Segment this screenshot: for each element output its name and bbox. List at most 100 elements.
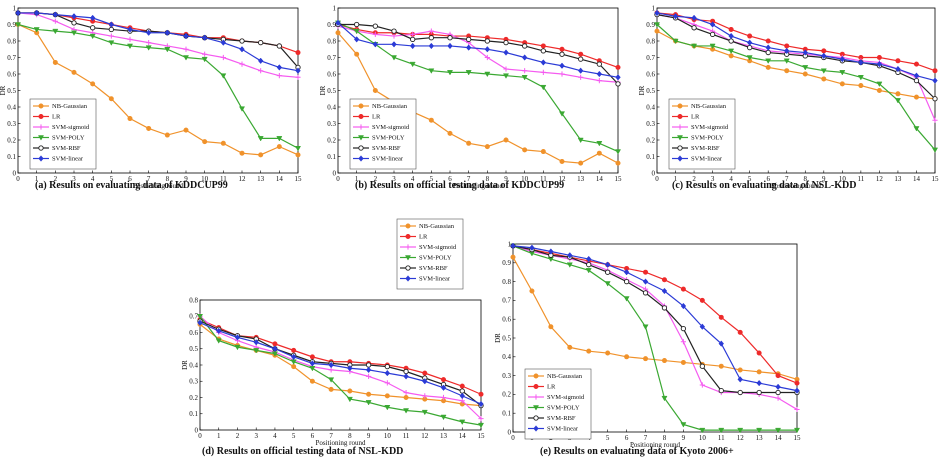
legend-marker	[404, 255, 412, 261]
data-point	[784, 68, 790, 74]
x-tick-label: 3	[392, 175, 396, 183]
data-point	[615, 160, 621, 166]
data-point	[586, 348, 592, 354]
data-point	[347, 388, 353, 394]
data-point	[802, 65, 809, 71]
series-line	[512, 245, 798, 384]
legend-entry: SVM-RBF	[547, 415, 576, 422]
legend-entry: NB-Gaussian	[547, 373, 583, 380]
data-point	[384, 380, 390, 386]
series-line	[17, 12, 299, 78]
chart-panel-3: 0 1 2 3 4 5 6 7 8 9 10 11 12 13 14 1500.10.20.30.40.50.…	[638, 4, 939, 191]
data-point	[680, 339, 686, 345]
y-tick-label: 0.3	[646, 120, 655, 128]
data-point	[127, 116, 133, 122]
chart-panel-5: 012345678910111213141500.10.20.30.40.50.…	[494, 240, 801, 457]
data-point	[775, 427, 782, 434]
legend-marker	[405, 244, 411, 250]
data-point	[291, 347, 297, 353]
data-point	[276, 64, 283, 71]
data-point	[895, 65, 901, 73]
data-point	[108, 21, 115, 28]
data-point	[661, 287, 668, 295]
data-point	[459, 388, 465, 394]
legend-marker	[405, 275, 411, 282]
data-point	[164, 47, 171, 53]
x-tick-label: 15	[295, 175, 303, 183]
panel-caption: (b) Results on official testing data of …	[355, 180, 564, 191]
data-point	[403, 408, 410, 414]
data-point	[15, 9, 21, 17]
data-point	[596, 78, 602, 84]
data-point	[272, 341, 278, 347]
data-point	[410, 31, 416, 37]
data-point	[794, 406, 800, 413]
y-tick-label: 0.9	[646, 21, 655, 29]
y-axis-label: DR	[181, 360, 189, 370]
legend-marker	[405, 223, 411, 229]
data-point	[347, 365, 353, 372]
x-tick-label: 9	[682, 434, 686, 442]
data-point	[201, 56, 208, 63]
data-point	[71, 69, 77, 75]
data-point	[466, 140, 472, 146]
y-tick-label: 0.1	[189, 410, 198, 418]
data-point	[858, 59, 864, 66]
data-point	[90, 81, 96, 87]
y-tick-label: 1	[508, 240, 512, 248]
data-point	[391, 41, 397, 48]
y-tick-label: 0	[195, 426, 199, 434]
data-point	[718, 340, 724, 347]
data-point	[354, 51, 360, 57]
data-point	[390, 55, 398, 61]
legend-marker	[533, 373, 539, 379]
legend-marker	[358, 155, 364, 162]
data-point	[127, 26, 133, 33]
series-svm-poly	[14, 22, 302, 152]
plot-frame	[199, 299, 482, 431]
legend-marker	[677, 103, 683, 109]
data-point	[604, 261, 611, 268]
data-point	[661, 358, 667, 364]
legend-entry: SVM-linear	[547, 426, 579, 433]
data-point	[775, 383, 781, 391]
data-point	[422, 378, 428, 385]
x-tick-label: 10	[384, 432, 392, 440]
data-point	[328, 361, 334, 369]
legend-marker	[37, 135, 45, 141]
data-point	[440, 384, 447, 391]
x-tick-label: 0	[511, 434, 515, 442]
data-point	[802, 49, 808, 56]
x-tick-label: 4	[273, 432, 277, 440]
data-point	[540, 69, 546, 75]
legend-marker	[358, 124, 364, 130]
x-tick-label: 1	[35, 175, 39, 183]
data-point	[737, 376, 743, 383]
y-tick-label: 1	[13, 4, 17, 12]
data-point	[567, 344, 573, 350]
data-point	[820, 68, 827, 74]
data-point	[428, 28, 434, 34]
data-point	[913, 94, 919, 100]
data-point	[510, 254, 516, 260]
series-line	[199, 322, 482, 405]
data-point	[661, 395, 668, 402]
data-point	[428, 42, 435, 50]
data-point	[522, 68, 528, 74]
data-point	[108, 33, 114, 39]
x-tick-label: 14	[596, 175, 604, 183]
x-tick-label: 3	[711, 175, 715, 183]
legend-entry: NB-Gaussian	[52, 103, 88, 110]
series-lr	[654, 10, 938, 74]
series-line	[338, 23, 619, 85]
series-line	[656, 14, 936, 121]
legend-entry: LR	[52, 114, 61, 121]
data-point	[578, 51, 584, 57]
data-point	[183, 32, 189, 40]
series-nb-gaussian	[510, 254, 800, 382]
data-point	[328, 377, 335, 383]
x-tick-label: 6	[766, 175, 770, 183]
data-point	[756, 427, 763, 434]
series-svm-poly	[196, 314, 485, 429]
